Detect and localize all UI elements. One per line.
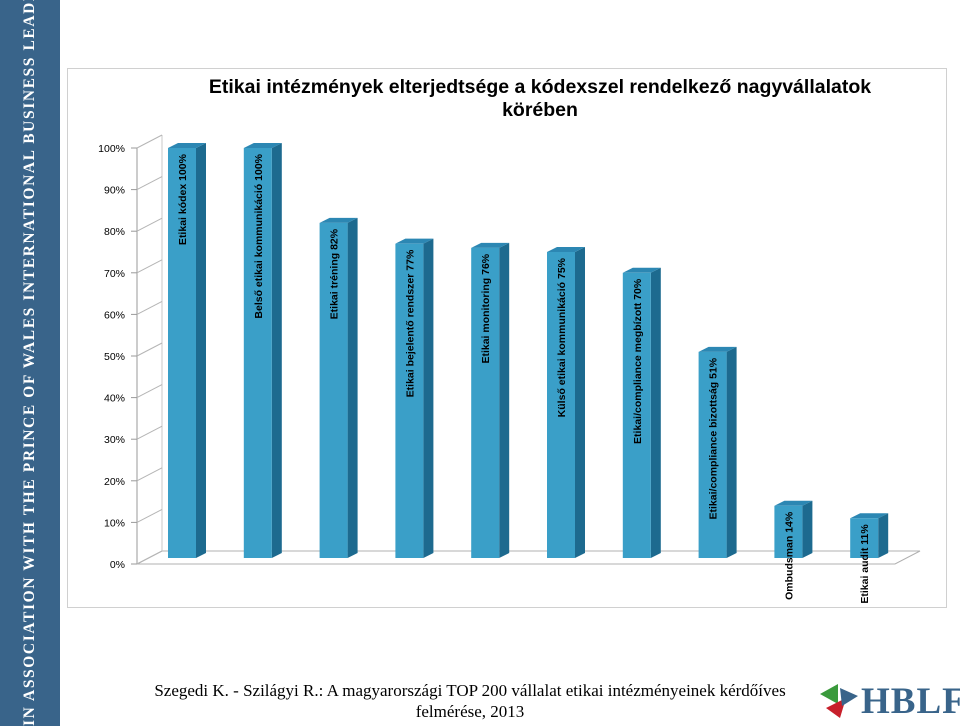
logo-red-arrow xyxy=(826,698,846,718)
bar xyxy=(243,148,272,558)
chart-title-line-1: Etikai intézmények elterjedtsége a kódex… xyxy=(208,76,872,98)
bar-label: Etikai bejelentő rendszer 77% xyxy=(404,249,416,397)
y-tick-label: 30% xyxy=(104,434,125,446)
bar-top xyxy=(168,143,206,148)
bar-label: Etikai kódex 100% xyxy=(177,153,189,245)
bar-side xyxy=(726,346,737,558)
bar-label: Etikai monitoring 76% xyxy=(480,253,492,363)
bar-side xyxy=(347,217,358,558)
bar xyxy=(395,243,424,558)
bar-label: Etikai tréning 82% xyxy=(329,228,341,319)
bar xyxy=(698,351,727,558)
y-tick-diagonal xyxy=(136,467,163,482)
y-tick-label: 80% xyxy=(104,226,125,238)
y-tick-diagonal xyxy=(136,300,163,315)
y-tick-diagonal xyxy=(136,176,163,191)
y-tick-label: 10% xyxy=(104,517,125,529)
y-tick-label: 0% xyxy=(110,559,125,571)
y-tick-diagonal xyxy=(136,134,163,149)
bar-side xyxy=(650,267,661,558)
bar-top xyxy=(243,143,282,148)
y-tick-diagonal xyxy=(136,217,163,232)
bar-side xyxy=(271,143,282,558)
bar-label: Ombudsman 14% xyxy=(783,511,795,600)
y-tick-label: 50% xyxy=(104,351,125,363)
y-tick-diagonal xyxy=(136,550,163,565)
chart-title-line-2: körében xyxy=(502,99,578,121)
y-tick-label: 90% xyxy=(104,185,125,197)
bar-top xyxy=(319,217,358,223)
side-band: IN ASSOCIATION WITH THE PRINCE OF WALES … xyxy=(0,0,60,726)
bar-top xyxy=(547,247,585,252)
citation: Szegedi K. - Szilágyi R.: A magyarország… xyxy=(60,680,880,722)
y-tick-diagonal xyxy=(136,259,163,274)
bar-top xyxy=(471,242,510,248)
bar-top xyxy=(622,267,661,273)
bar-side xyxy=(423,238,434,558)
y-tick-label: 70% xyxy=(104,268,125,280)
bar-side xyxy=(575,247,585,558)
bar-top xyxy=(698,346,737,352)
citation-line-2: felmérése, 2013 xyxy=(415,702,525,721)
y-tick-label: 40% xyxy=(104,393,125,405)
bar xyxy=(168,148,196,558)
hblf-logo-text: HBLF xyxy=(861,681,960,722)
chart-title: Etikai intézmények elterjedtsége a kódex… xyxy=(190,76,890,122)
logo-blue-arrow xyxy=(840,688,858,706)
citation-line-1: Szegedi K. - Szilágyi R.: A magyarország… xyxy=(154,681,786,700)
bar-side xyxy=(878,513,889,558)
bar-label: Etikai/compliance megbízott 70% xyxy=(632,278,644,444)
y-tick-diagonal xyxy=(136,342,163,357)
bar xyxy=(319,222,348,558)
bar xyxy=(850,518,879,558)
bar-label: Belső etikai kommunikáció 100% xyxy=(253,153,265,318)
bar xyxy=(622,272,651,558)
y-tick-label: 20% xyxy=(104,476,125,488)
bar-top xyxy=(395,238,434,244)
bar-top xyxy=(850,513,889,519)
bar-side xyxy=(802,500,813,558)
y-tick-diagonal xyxy=(136,508,163,523)
logo-green-arrow xyxy=(820,684,838,704)
bar xyxy=(774,505,803,558)
bar-label: Külső etikai kommunikáció 75% xyxy=(556,257,568,417)
y-tick-diagonal xyxy=(136,425,163,440)
bar-label: Etikai/compliance bizottság 51% xyxy=(708,357,720,519)
bar xyxy=(471,247,500,558)
bar-top xyxy=(774,500,813,506)
hblf-logo: HBLF xyxy=(818,681,960,722)
y-tick-diagonal xyxy=(136,384,163,399)
y-tick-label: 60% xyxy=(104,309,125,321)
hblf-logo-mark xyxy=(820,684,858,718)
bar-side xyxy=(499,242,510,558)
bar-label: Etikai audit 11% xyxy=(859,524,871,604)
bar-side xyxy=(196,143,206,558)
bar xyxy=(547,252,575,558)
y-tick-label: 100% xyxy=(98,143,125,155)
